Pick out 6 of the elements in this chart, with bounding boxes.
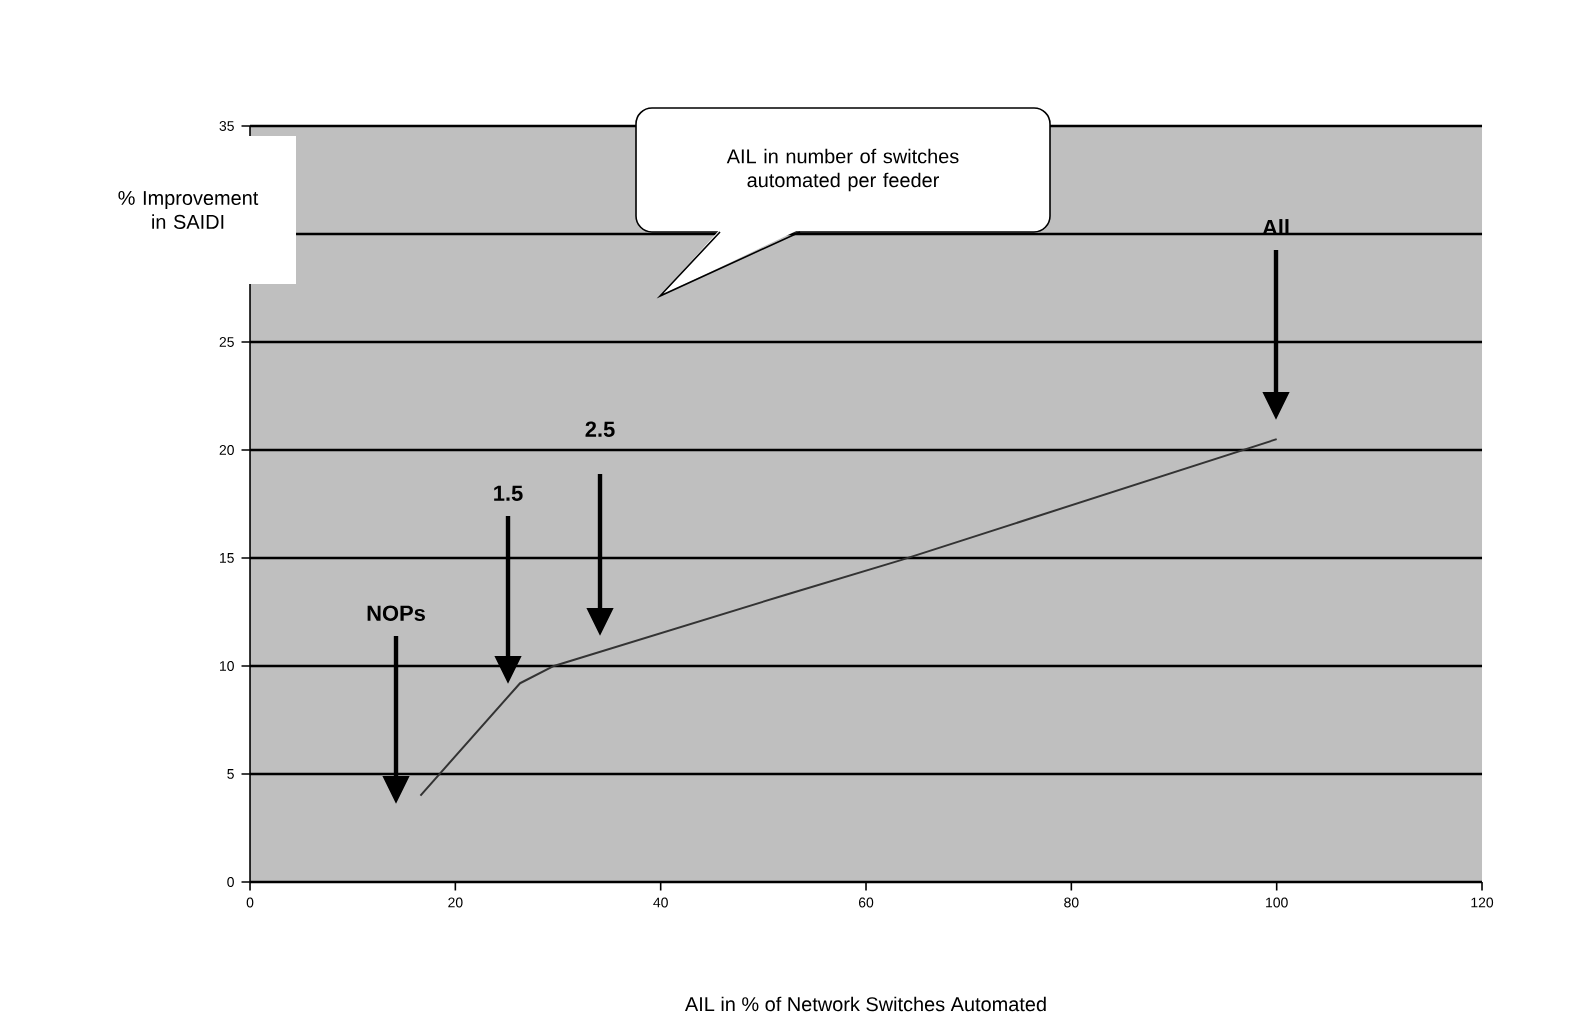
annotation: 2.5 (585, 421, 615, 437)
annotation: AIL in number of switches automated per feeder (726, 148, 959, 192)
y-axis-title: % Improvement in SAIDI (118, 190, 259, 229)
annotation: 1.5 (494, 485, 523, 501)
annotation: NOPs (367, 605, 425, 621)
x-axis-title: AIL in % of Network Switches Automated (684, 996, 1046, 1012)
